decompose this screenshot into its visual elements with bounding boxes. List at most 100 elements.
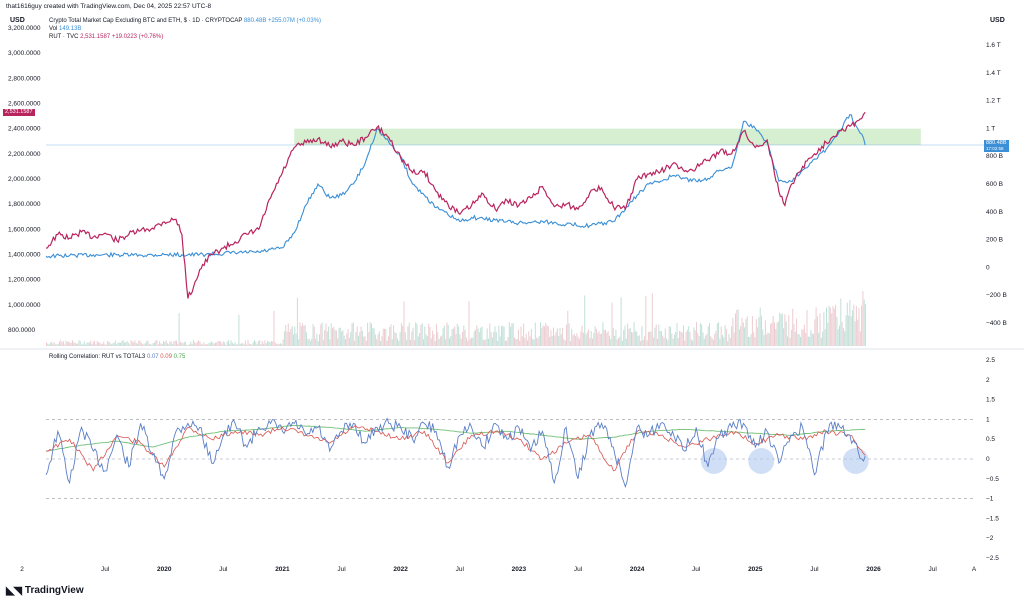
left-axis-tick: 3,000.0000	[8, 50, 41, 57]
legend-main[interactable]: Crypto Total Market Cap Excluding BTC an…	[49, 17, 321, 25]
volume-bar	[627, 323, 629, 346]
volume-bar	[833, 308, 835, 346]
volume-bar	[722, 335, 723, 346]
volume-bar	[59, 341, 60, 346]
volume-bar	[732, 317, 734, 346]
volume-bar	[308, 338, 310, 346]
volume-bar	[354, 340, 356, 346]
volume-bar	[841, 321, 843, 346]
volume-bar	[252, 342, 254, 346]
left-axis-tick: 1,400.0000	[8, 252, 41, 259]
volume-bar	[709, 323, 710, 346]
left-axis-tick: 2,000.0000	[8, 176, 41, 183]
volume-bar	[507, 336, 509, 346]
volume-bar	[515, 339, 517, 346]
x-axis-tick: Jul	[101, 566, 110, 573]
volume-bar	[536, 337, 538, 346]
volume-bar	[728, 334, 730, 346]
volume-bar	[489, 323, 491, 346]
volume-bar	[805, 332, 807, 346]
volume-bar	[406, 339, 408, 346]
volume-bar	[593, 333, 595, 346]
volume-bar	[710, 336, 712, 346]
volume-bar	[404, 332, 406, 346]
x-axis-tick: Jul	[928, 566, 937, 573]
volume-bar	[664, 328, 666, 346]
volume-bar	[790, 329, 792, 346]
x-axis-tick: 2	[20, 566, 24, 573]
volume-bar	[302, 323, 304, 346]
volume-bar	[395, 333, 397, 346]
left-axis-tick: 2,800.0000	[8, 75, 41, 82]
volume-bar	[255, 341, 257, 346]
volume-bar	[832, 306, 834, 346]
volume-bar	[670, 326, 671, 346]
volume-bar	[597, 333, 599, 346]
volume-bar	[714, 333, 716, 346]
volume-bar	[657, 338, 658, 346]
tradingview-logo[interactable]: ◣◥ TradingView	[6, 584, 84, 597]
legend-rut[interactable]: RUT · TVC 2,531.1587 +19.0223 (+0.76%)	[49, 33, 163, 41]
volume-bar	[256, 344, 258, 346]
volume-bar	[719, 338, 721, 346]
volume-bar	[740, 326, 742, 346]
volume-bar	[86, 342, 88, 346]
highlight-circle	[748, 447, 775, 474]
volume-bar	[105, 344, 107, 346]
volume-bar	[606, 332, 608, 346]
volume-bar	[840, 298, 842, 346]
volume-bar	[312, 323, 314, 346]
volume-bar	[148, 343, 150, 346]
highlight-circle	[842, 447, 869, 474]
volume-bar	[208, 342, 210, 346]
volume-bar	[692, 340, 694, 346]
volume-bar	[140, 342, 142, 346]
volume-bar	[78, 340, 80, 346]
volume-bar	[261, 340, 263, 346]
volume-bar	[701, 324, 703, 346]
volume-bar	[582, 332, 584, 346]
volume-bar	[131, 341, 133, 346]
volume-bar	[776, 322, 778, 346]
volume-bar	[784, 314, 786, 346]
volume-bar	[855, 306, 857, 346]
legend-volume[interactable]: Vol 149.13B	[49, 25, 81, 33]
volume-bar	[603, 329, 605, 346]
volume-bar	[698, 335, 700, 346]
volume-bar	[693, 327, 695, 346]
corr-axis-tick: −0.5	[986, 476, 999, 483]
volume-bar	[372, 328, 374, 346]
volume-bar	[733, 332, 735, 346]
volume-bar	[512, 323, 514, 346]
volume-bar	[179, 341, 181, 346]
volume-bar	[64, 344, 66, 346]
volume-bar	[647, 331, 649, 346]
volume-bar	[426, 336, 428, 346]
volume-bar	[523, 323, 525, 346]
legend-correlation[interactable]: Rolling Correlation: RUT vs TOTAL3 0.07 …	[49, 353, 185, 361]
volume-bar	[173, 341, 175, 346]
volume-bar	[460, 338, 462, 346]
volume-bar	[787, 336, 788, 346]
volume-bar	[316, 333, 318, 346]
volume-bar	[352, 322, 354, 346]
volume-bar	[363, 336, 365, 346]
volume-bar	[792, 308, 794, 346]
volume-bar	[801, 329, 803, 346]
volume-bar	[842, 328, 844, 346]
volume-bar	[493, 331, 495, 346]
volume-bar	[183, 342, 185, 346]
volume-bar	[446, 322, 448, 346]
volume-bar	[211, 341, 213, 346]
volume-bar	[263, 343, 265, 346]
volume-bar	[319, 334, 320, 346]
volume-bar	[413, 340, 415, 346]
volume-bar	[706, 334, 708, 346]
volume-bar	[436, 323, 437, 346]
volume-bar	[111, 344, 112, 346]
x-axis-tick: 2026	[866, 566, 881, 573]
volume-bar	[615, 329, 617, 346]
volume-bar	[160, 343, 162, 346]
legend-corr-v1: 0.07	[146, 354, 159, 360]
volume-bar	[381, 336, 383, 346]
